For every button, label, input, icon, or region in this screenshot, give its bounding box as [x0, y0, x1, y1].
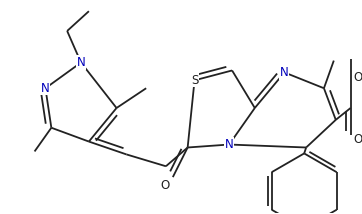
- Text: N: N: [77, 56, 85, 69]
- Text: O: O: [160, 178, 169, 192]
- Text: O: O: [354, 133, 362, 146]
- Text: S: S: [191, 74, 198, 87]
- Text: N: N: [41, 82, 50, 95]
- Text: O: O: [354, 71, 362, 84]
- Text: N: N: [280, 66, 289, 79]
- Text: N: N: [225, 138, 233, 151]
